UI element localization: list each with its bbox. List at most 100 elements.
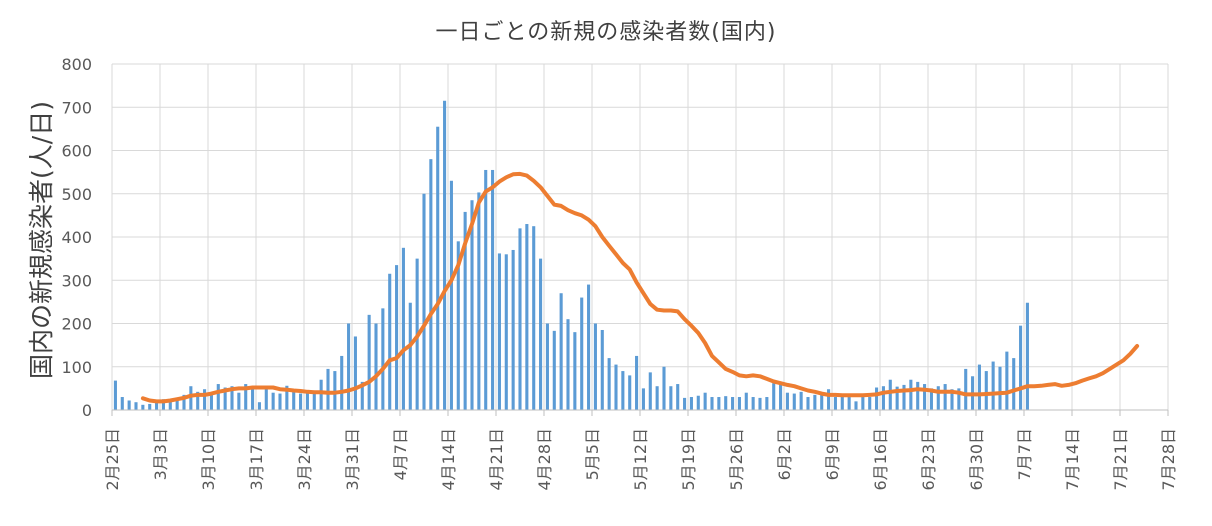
bar (1012, 358, 1016, 410)
moving-average-line (140, 171, 1140, 404)
bar (587, 284, 591, 410)
bar (806, 397, 810, 410)
bar (950, 389, 954, 410)
bar (765, 397, 769, 410)
bar (854, 401, 858, 410)
bar (1025, 302, 1029, 410)
bar (333, 371, 337, 410)
bar (203, 389, 207, 410)
bar (477, 192, 481, 410)
bar (340, 355, 344, 410)
x-tick-label: 6月16日 (871, 428, 890, 491)
grid-layer (111, 63, 1169, 411)
bar (511, 249, 515, 410)
bar (977, 364, 981, 410)
bar (669, 386, 673, 410)
bar (923, 384, 927, 410)
bar (737, 397, 741, 410)
bar-series (113, 100, 1029, 411)
bar (443, 100, 447, 410)
bar (305, 392, 309, 410)
bar (264, 389, 268, 410)
bar (237, 392, 241, 410)
bar (436, 126, 440, 411)
bar (868, 397, 872, 410)
bar (216, 384, 220, 410)
bar (408, 302, 412, 410)
bar (827, 389, 831, 410)
x-tick-label: 5月26日 (727, 428, 746, 491)
bar (875, 387, 879, 410)
x-tick-label: 6月30日 (967, 428, 986, 491)
bar (710, 397, 714, 410)
bar (820, 393, 824, 410)
bar (113, 380, 117, 410)
bar (196, 391, 200, 410)
bar (422, 193, 426, 410)
y-tick-label: 300 (61, 271, 92, 290)
bar (840, 394, 844, 410)
bar (628, 375, 632, 410)
bar (381, 308, 385, 410)
bar (120, 397, 124, 410)
bar (175, 397, 179, 410)
bar (655, 386, 659, 410)
bar (724, 396, 728, 410)
bar (888, 379, 892, 410)
bar (161, 399, 165, 410)
bar (991, 361, 995, 410)
bar (833, 397, 837, 410)
bar (566, 319, 570, 410)
bar (559, 293, 563, 410)
bar (244, 384, 248, 410)
bar (395, 265, 399, 410)
bar (751, 397, 755, 410)
bar (209, 394, 213, 410)
bar (813, 394, 817, 410)
bar (799, 391, 803, 410)
bar (1005, 351, 1009, 410)
x-tick-label: 6月9日 (823, 428, 842, 480)
bar (326, 368, 330, 410)
bar (847, 397, 851, 410)
x-tick-label: 3月31日 (343, 428, 362, 491)
x-tick-label: 7月28日 (1159, 428, 1178, 491)
bar (683, 397, 687, 410)
bar (998, 366, 1002, 410)
bar (127, 400, 131, 410)
x-tick-label: 7月21日 (1111, 428, 1130, 491)
bar (696, 395, 700, 410)
bar (360, 381, 364, 410)
bar (772, 383, 776, 410)
bar (717, 397, 721, 410)
bar (401, 247, 405, 410)
y-tick-label: 500 (61, 185, 92, 204)
x-tick-label: 4月28日 (535, 428, 554, 491)
bar (758, 397, 762, 410)
bar (641, 388, 645, 410)
bar (367, 314, 371, 410)
line-series (140, 171, 1140, 404)
bar (984, 371, 988, 410)
y-tick-label: 100 (61, 358, 92, 377)
bar (539, 258, 543, 410)
bar (621, 371, 625, 410)
bar (731, 397, 735, 410)
x-tick-label: 5月19日 (679, 428, 698, 491)
bar (943, 384, 947, 410)
bar (189, 386, 193, 410)
bar (292, 390, 296, 410)
bar (909, 379, 913, 410)
y-tick-label: 0 (82, 401, 92, 420)
bar (429, 159, 433, 410)
bar (484, 169, 488, 410)
bar (230, 386, 234, 410)
bar (929, 388, 933, 410)
bar (251, 387, 255, 410)
bar (532, 226, 536, 410)
bar (278, 393, 282, 410)
bar (895, 386, 899, 410)
bar (902, 384, 906, 410)
x-tick-label: 2月25日 (103, 428, 122, 491)
